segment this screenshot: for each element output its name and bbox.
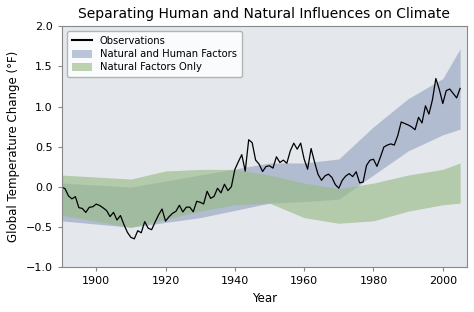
Legend: Observations, Natural and Human Factors, Natural Factors Only: Observations, Natural and Human Factors,…	[66, 31, 242, 77]
Title: Separating Human and Natural Influences on Climate: Separating Human and Natural Influences …	[78, 7, 450, 21]
X-axis label: Year: Year	[252, 292, 277, 305]
Y-axis label: Global Temperature Change (°F): Global Temperature Change (°F)	[7, 51, 20, 242]
